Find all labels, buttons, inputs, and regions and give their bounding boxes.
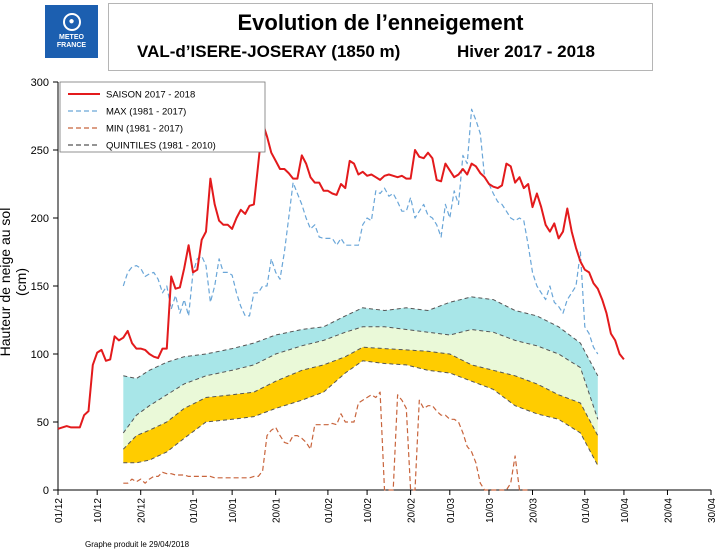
y-tick-label: 50 (37, 417, 49, 429)
quintile-line-2 (122, 346, 599, 450)
y-tick-label: 200 (31, 213, 49, 225)
x-tick-label: 01/01 (189, 498, 200, 523)
x-tick-label: 10/04 (620, 498, 631, 523)
quintile-band-mid (123, 326, 598, 450)
legend-label-4: QUINTILES (1981 - 2010) (106, 141, 216, 152)
legend-label-1: SAISON 2017 - 2018 (106, 90, 195, 101)
title-box: Evolution de l’enneigement VAL-d’ISERE-J… (108, 3, 653, 71)
quintile-line-1 (123, 360, 599, 466)
saison-line (57, 121, 625, 430)
quintile-line-4 (123, 296, 599, 380)
quintile-band-top (123, 296, 598, 433)
y-tick-label: 100 (31, 349, 49, 361)
x-tick-label: 01/12 (54, 498, 65, 523)
chart-title: Evolution de l’enneigement (237, 10, 524, 35)
station-label: VAL-d’ISERE-JOSERAY (1850 m) (137, 42, 401, 61)
max-line (122, 108, 599, 355)
min-line (123, 391, 529, 491)
x-tick-label: 10/03 (485, 498, 496, 523)
x-tick-label: 20/03 (529, 498, 540, 523)
logo-line1: METEO (59, 34, 84, 41)
y-tick-label: 0 (43, 485, 49, 497)
legend-label-2: MAX (1981 - 2017) (106, 107, 186, 118)
footer-note: Graphe produit le 29/04/2018 (85, 540, 190, 549)
x-tick-label: 20/12 (137, 498, 148, 523)
legend-label-3: MIN (1981 - 2017) (106, 124, 183, 135)
y-tick-label: 300 (31, 77, 49, 89)
logo-line2: FRANCE (56, 42, 87, 49)
x-tick-label: 01/03 (446, 498, 457, 523)
meteo-france-logo: ● METEO FRANCE (45, 5, 98, 58)
y-tick-label: 150 (31, 281, 49, 293)
x-tick-label: 20/04 (663, 498, 674, 523)
logo-mark-icon: ● (62, 13, 81, 31)
season-label: Hiver 2017 - 2018 (457, 42, 595, 61)
x-tick-label: 01/02 (324, 498, 335, 523)
x-tick-label: 20/02 (407, 498, 418, 523)
x-tick-label: 01/04 (581, 498, 592, 523)
x-tick-label: 20/01 (272, 498, 283, 523)
y-tick-label: 250 (31, 145, 49, 157)
quintile-band-low (123, 347, 598, 466)
x-tick-label: 10/12 (93, 498, 104, 523)
x-tick-label: 10/01 (228, 498, 239, 523)
x-tick-label: 10/02 (363, 498, 374, 523)
x-tick-label: 30/04 (707, 498, 715, 523)
